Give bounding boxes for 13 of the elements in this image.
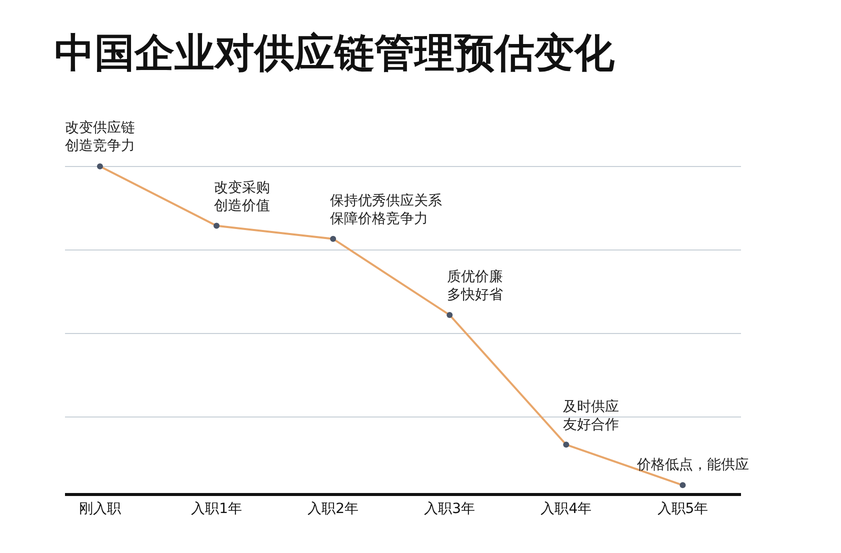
x-tick-label: 入职3年 (424, 500, 476, 517)
annotation: 及时供应友好合作 (563, 399, 619, 434)
annotation: 保持优秀供应关系保障价格竞争力 (330, 193, 442, 228)
annotation: 质优价廉多快好省 (447, 269, 503, 304)
x-tick-label: 刚入职 (78, 500, 121, 517)
x-tick-label: 入职1年 (191, 500, 242, 517)
annotation: 改变供应链创造竞争力 (65, 120, 135, 154)
x-tick-label: 入职5年 (657, 500, 708, 517)
annotation: 价格低点，能供应 (636, 457, 749, 473)
chart-title: 中国企业对供应链管理预估变化 (54, 30, 616, 77)
x-tick-label: 入职4年 (540, 500, 592, 517)
annotation: 改变采购创造价值 (214, 180, 270, 214)
x-tick-label: 入职2年 (308, 500, 359, 517)
